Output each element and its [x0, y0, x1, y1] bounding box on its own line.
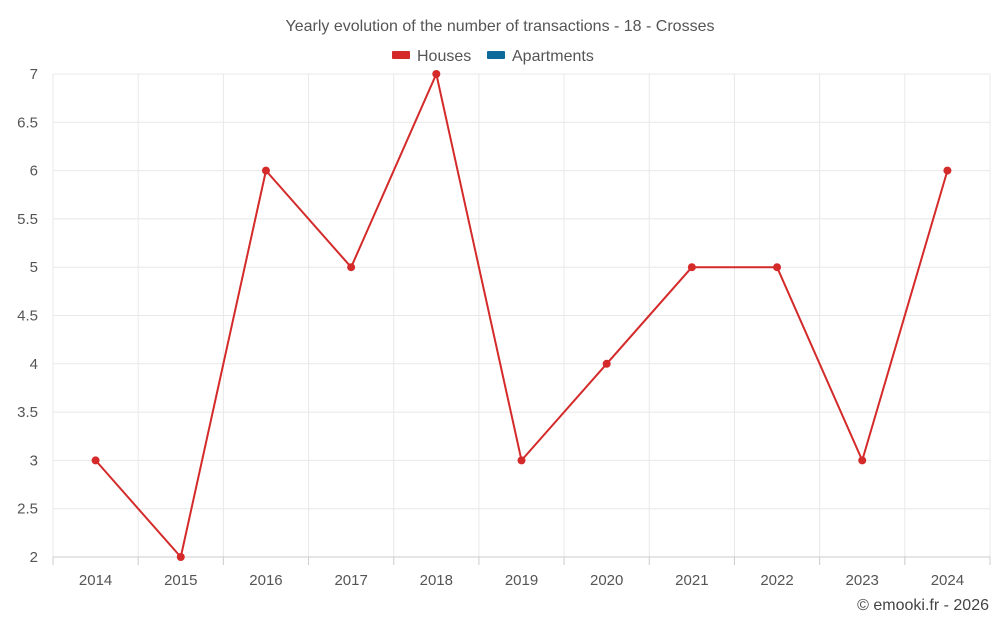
data-point-houses[interactable] — [687, 263, 696, 272]
data-point-houses[interactable] — [943, 166, 952, 175]
data-point-houses[interactable] — [602, 359, 611, 368]
x-tick-label: 2020 — [590, 572, 623, 589]
y-tick-label: 2 — [30, 549, 38, 566]
x-tick-label: 2014 — [79, 572, 112, 589]
data-point-houses[interactable] — [261, 166, 270, 175]
x-axis-tick-labels: 2014 2015 2016 2017 2018 2019 2020 2021 2022 2023… — [79, 572, 964, 589]
x-tick-label: 2015 — [164, 572, 197, 589]
data-point-houses[interactable] — [858, 456, 867, 465]
data-point-houses[interactable] — [432, 70, 441, 78]
y-tick-label: 2.5 — [17, 501, 38, 518]
legend-item-apartments[interactable]: Apartments — [487, 48, 594, 65]
axes — [52, 556, 991, 565]
x-tick-label: 2016 — [249, 572, 282, 589]
y-axis-tick-labels: 2 2.5 3 3.5 4 4.5 5 5.5 6 6.5 7 — [17, 66, 38, 566]
y-tick-label: 3.5 — [17, 404, 38, 421]
data-point-houses[interactable] — [347, 263, 356, 272]
y-tick-label: 4.5 — [17, 308, 38, 325]
legend-label-houses: Houses — [417, 48, 471, 65]
x-tick-label: 2023 — [846, 572, 879, 589]
x-tick-label: 2017 — [334, 572, 367, 589]
x-tick-label: 2019 — [505, 572, 538, 589]
y-tick-label: 4 — [30, 356, 38, 373]
series-houses — [91, 70, 952, 561]
chart-title: Yearly evolution of the number of transa… — [286, 18, 715, 35]
y-tick-label: 6 — [30, 163, 38, 180]
grid — [52, 73, 991, 557]
data-point-houses[interactable] — [91, 456, 100, 465]
legend-label-apartments: Apartments — [512, 48, 594, 65]
x-tick-label: 2021 — [675, 572, 708, 589]
x-tick-label: 2018 — [420, 572, 453, 589]
y-tick-label: 5 — [30, 259, 38, 276]
data-point-houses[interactable] — [773, 263, 782, 272]
y-tick-label: 7 — [30, 66, 38, 83]
legend-swatch-apartments — [487, 51, 505, 59]
series — [91, 70, 952, 561]
credit-text: © emooki.fr - 2026 — [857, 597, 989, 614]
y-tick-label: 3 — [30, 452, 38, 469]
legend-item-houses[interactable]: Houses — [392, 48, 471, 65]
data-point-houses[interactable] — [176, 553, 185, 561]
legend: Houses Apartments — [392, 48, 594, 65]
x-tick-label: 2022 — [760, 572, 793, 589]
x-tick-label: 2024 — [931, 572, 964, 589]
data-point-houses[interactable] — [517, 456, 526, 465]
legend-swatch-houses — [392, 51, 410, 59]
y-tick-label: 6.5 — [17, 114, 38, 131]
y-tick-label: 5.5 — [17, 211, 38, 228]
